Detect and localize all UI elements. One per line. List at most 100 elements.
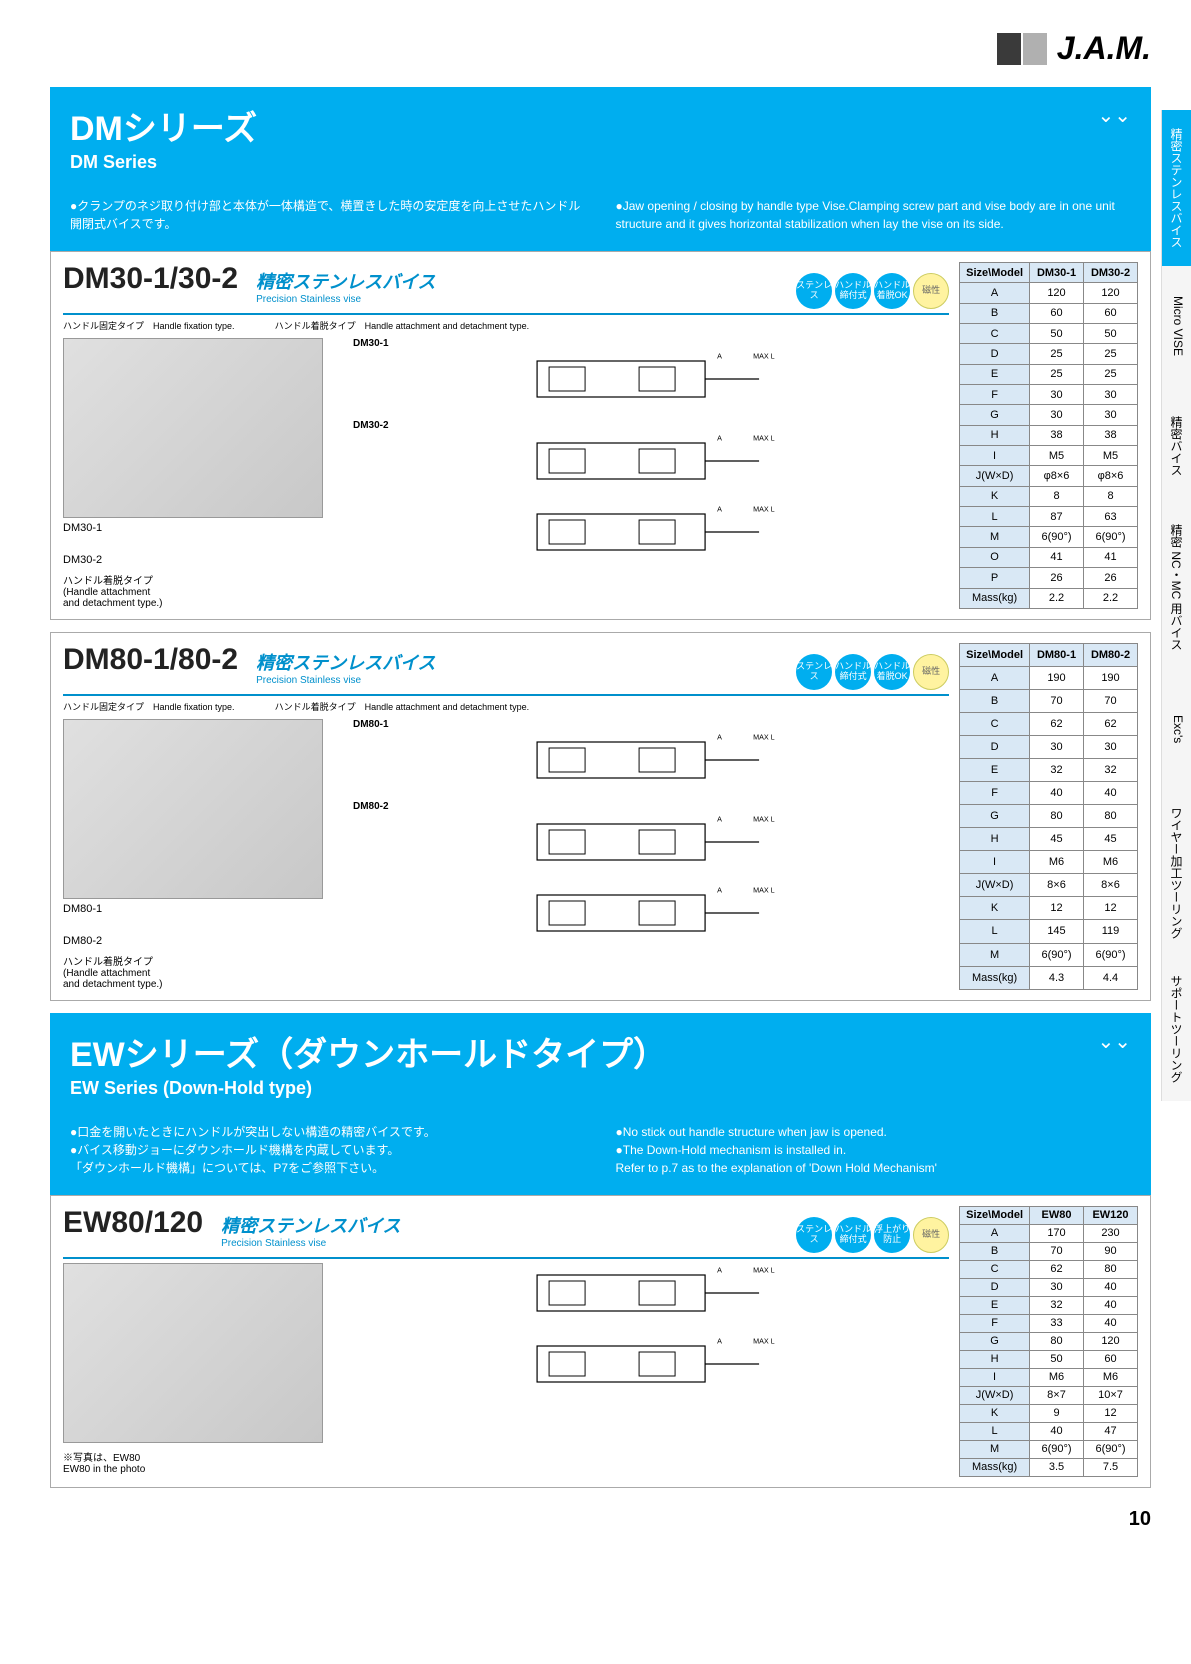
spec-header: EW80 <box>1030 1206 1084 1224</box>
spec-label: K <box>960 1404 1030 1422</box>
spec-cell: 120 <box>1030 283 1084 303</box>
page-number: 10 <box>50 1508 1151 1531</box>
photo-area: DM80-1 DM80-2 ハンドル着脱タイプ(Handle attachmen… <box>63 719 343 990</box>
spec-label: H <box>960 1350 1030 1368</box>
spec-cell: 62 <box>1030 713 1084 736</box>
spec-label: B <box>960 689 1030 712</box>
logo-bar: J.A.M. <box>50 30 1151 67</box>
spec-cell: 38 <box>1030 425 1084 445</box>
spec-label: I <box>960 1368 1030 1386</box>
spec-cell: 32 <box>1030 759 1084 782</box>
svg-text:MAX L: MAX L <box>753 732 775 741</box>
svg-text:MAX L: MAX L <box>753 814 775 823</box>
spec-label: J(W×D) <box>960 1386 1030 1404</box>
photo-label: DM80-1 <box>63 903 343 915</box>
spec-label: D <box>960 344 1030 364</box>
spec-cell: 8 <box>1084 486 1138 506</box>
side-tab[interactable]: Micro VISE <box>1161 266 1191 386</box>
spec-label: B <box>960 303 1030 323</box>
spec-cell: 6(90°) <box>1084 527 1138 547</box>
product-name: EW80/120 <box>63 1206 203 1240</box>
subtypes: ハンドル固定タイプ Handle fixation type.ハンドル着脱タイプ… <box>63 700 949 713</box>
spec-cell: 6(90°) <box>1084 943 1138 966</box>
spec-cell: 62 <box>1030 1260 1084 1278</box>
svg-text:MAX L: MAX L <box>753 504 775 513</box>
spec-label: M <box>960 527 1030 547</box>
spec-cell: M5 <box>1084 446 1138 466</box>
spec-cell: 26 <box>1030 568 1084 588</box>
spec-header: Size\Model <box>960 263 1030 283</box>
spec-label: B <box>960 1242 1030 1260</box>
spec-label: L <box>960 920 1030 943</box>
spec-cell: 70 <box>1030 1242 1084 1260</box>
side-tab[interactable]: サポートツーリング <box>1161 957 1191 1101</box>
spec-cell: 9 <box>1030 1404 1084 1422</box>
spec-header: DM80-1 <box>1030 643 1084 666</box>
spec-cell: 60 <box>1030 303 1084 323</box>
content: DMシリーズ DM Series ⌄⌄ ●クランプのネジ取り付け部と本体が一体構… <box>50 87 1151 1488</box>
spec-label: F <box>960 385 1030 405</box>
spec-cell: 2.2 <box>1030 588 1084 608</box>
product-header: EW80/120 精密ステンレスバイスPrecision Stainless v… <box>63 1206 949 1259</box>
side-tab[interactable]: Exc's <box>1161 669 1191 789</box>
badge: ステンレス <box>796 1217 832 1253</box>
spec-cell: 2.2 <box>1084 588 1138 608</box>
spec-label: C <box>960 713 1030 736</box>
spec-label: A <box>960 1224 1030 1242</box>
spec-cell: 40 <box>1084 1314 1138 1332</box>
product-photo <box>63 1263 323 1443</box>
spec-cell: 12 <box>1084 1404 1138 1422</box>
spec-cell: 119 <box>1084 920 1138 943</box>
drawings: A MAX L A MAX L <box>353 1263 949 1475</box>
badge: 磁性 <box>913 273 949 309</box>
svg-text:A: A <box>717 814 722 823</box>
spec-cell: 30 <box>1030 736 1084 759</box>
side-tab[interactable]: 精密ステンレスバイス <box>1161 110 1191 266</box>
spec-label: I <box>960 446 1030 466</box>
spec-label: G <box>960 405 1030 425</box>
spec-cell: 32 <box>1084 759 1138 782</box>
photo-area: DM30-1 DM30-2 ハンドル着脱タイプ(Handle attachmen… <box>63 338 343 609</box>
spec-cell: 70 <box>1084 689 1138 712</box>
spec-table: Size\ModelDM30-1DM30-2A120120B6060C5050D… <box>959 262 1138 609</box>
badge: ハンドル着脱OK <box>874 273 910 309</box>
spec-cell: 80 <box>1030 1332 1084 1350</box>
desc-jp: ●口金を開いたときにハンドルが突出しない構造の精密バイスです。●バイス移動ジョー… <box>70 1123 586 1177</box>
spec-table: Size\ModelDM80-1DM80-2A190190B7070C6262D… <box>959 643 1138 990</box>
svg-text:A: A <box>717 732 722 741</box>
side-tab[interactable]: ワイヤー加工ツーリング <box>1161 789 1191 957</box>
spec-cell: 25 <box>1084 364 1138 384</box>
spec-label: C <box>960 1260 1030 1278</box>
spec-cell: 70 <box>1030 689 1084 712</box>
spec-cell: M5 <box>1030 446 1084 466</box>
spec-cell: 190 <box>1084 666 1138 689</box>
badge: 磁性 <box>913 1217 949 1253</box>
side-tab[interactable]: 精密 NC・MC 用バイス <box>1161 506 1191 669</box>
product-tag: 精密ステンレスバイスPrecision Stainless vise <box>256 649 435 686</box>
spec-label: I <box>960 851 1030 874</box>
spec-label: H <box>960 425 1030 445</box>
spec-label: M <box>960 1440 1030 1458</box>
desc-en: ●No stick out handle structure when jaw … <box>616 1123 1132 1177</box>
spec-cell: 6(90°) <box>1030 943 1084 966</box>
spec-cell: 145 <box>1030 920 1084 943</box>
product-block: EW80/120 精密ステンレスバイスPrecision Stainless v… <box>50 1195 1151 1488</box>
logo-icon <box>997 33 1047 65</box>
badge: ハンドル締付式 <box>835 1217 871 1253</box>
spec-cell: 38 <box>1084 425 1138 445</box>
spec-label: L <box>960 1422 1030 1440</box>
chevron-down-icon: ⌄⌄ <box>1097 1029 1131 1054</box>
spec-cell: 30 <box>1084 385 1138 405</box>
drawing-label: DM80-2 <box>353 801 949 812</box>
catalog-page: J.A.M. 精密ステンレスバイスMicro VISE精密バイス精密 NC・MC… <box>0 0 1191 1561</box>
spec-cell: 26 <box>1084 568 1138 588</box>
side-tab[interactable]: 精密バイス <box>1161 386 1191 506</box>
series-title: EWシリーズ（ダウンホールドタイプ） <box>70 1027 1131 1076</box>
spec-cell: 50 <box>1084 324 1138 344</box>
badge: ステンレス <box>796 654 832 690</box>
series-description: ●口金を開いたときにハンドルが突出しない構造の精密バイスです。●バイス移動ジョー… <box>50 1113 1151 1195</box>
spec-cell: φ8×6 <box>1030 466 1084 486</box>
spec-cell: 50 <box>1030 1350 1084 1368</box>
spec-cell: 8 <box>1030 486 1084 506</box>
svg-text:MAX L: MAX L <box>753 351 775 360</box>
